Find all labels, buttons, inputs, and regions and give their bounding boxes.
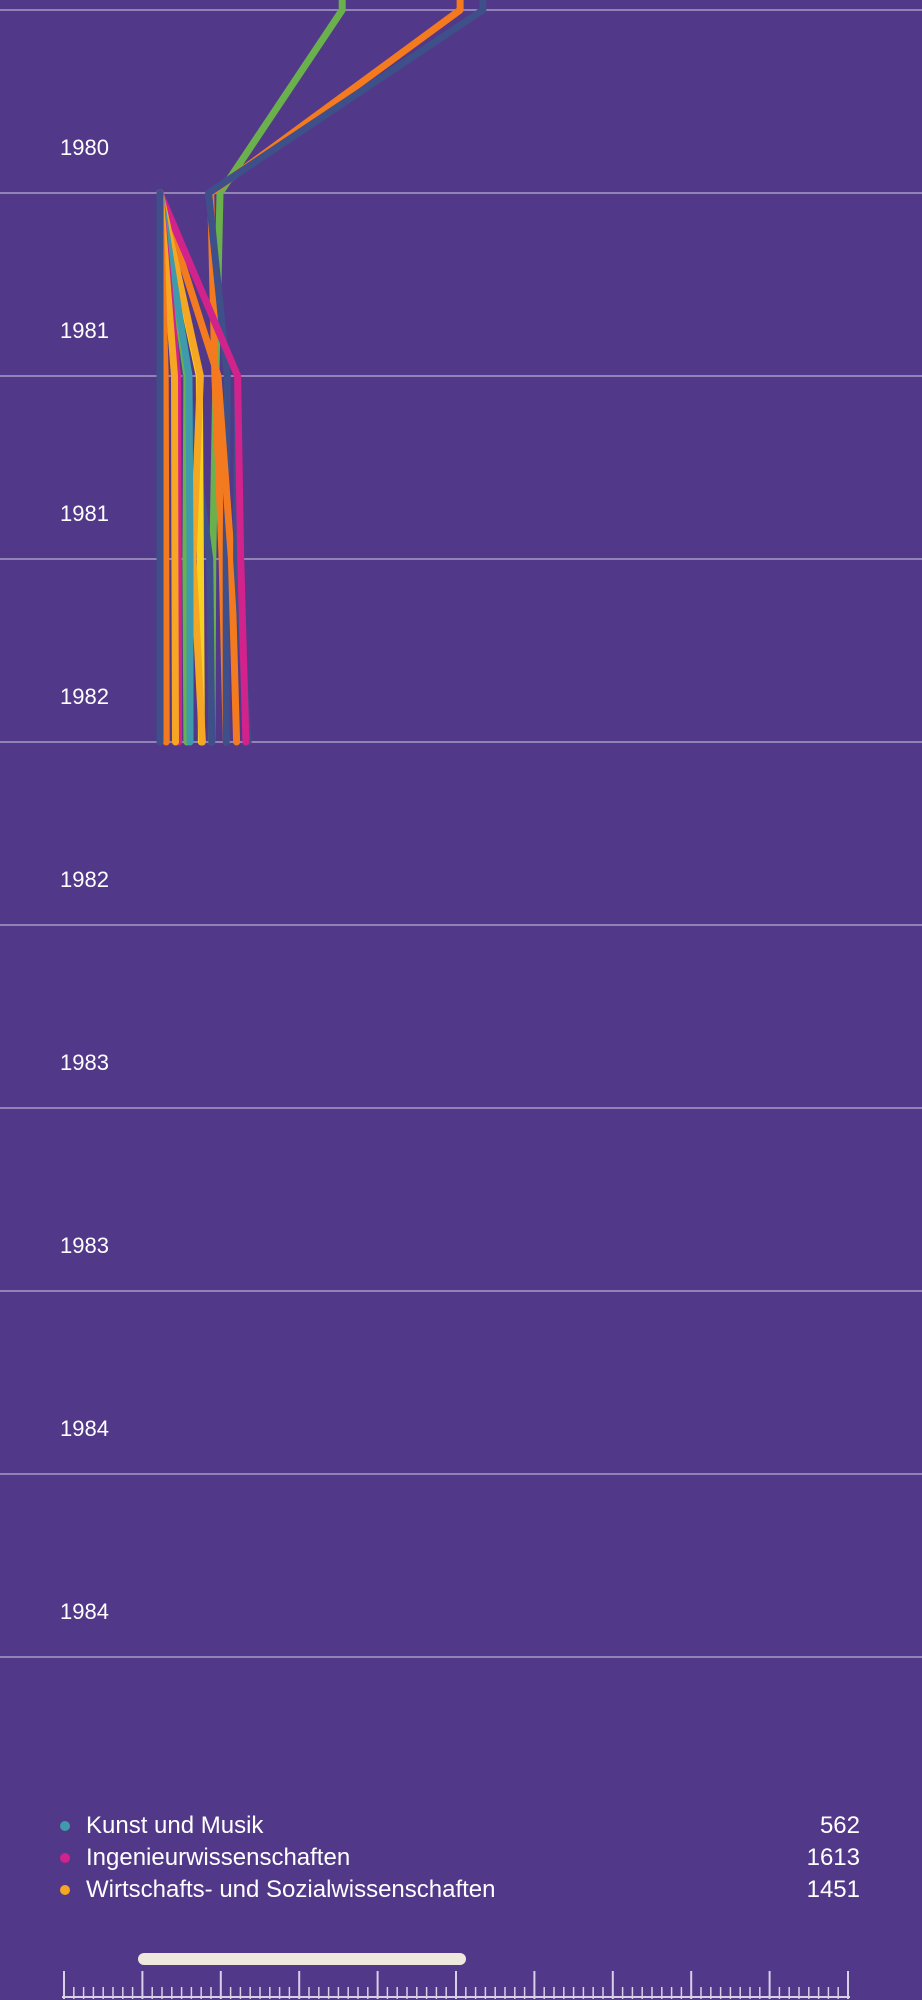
year-tick-label: 1980 (60, 135, 109, 160)
timeline-scrubber[interactable] (0, 1945, 922, 2000)
timeline-ruler (62, 1971, 850, 1999)
legend-value: 1451 (806, 1876, 860, 1903)
scrubber-handle[interactable] (138, 1953, 466, 1965)
legend-item-ingenieur[interactable]: Ingenieurwissenschaften 1613 (60, 1842, 860, 1874)
series-line-5[interactable] (156, 189, 250, 746)
series-line-10[interactable] (156, 189, 194, 746)
legend-dot-icon (60, 1885, 70, 1895)
series-line-3[interactable] (156, 189, 241, 746)
year-tick-label: 1981 (60, 318, 109, 343)
year-tick-label: 1982 (60, 684, 109, 709)
series-line-2[interactable] (205, 0, 487, 746)
legend-value: 562 (819, 1812, 860, 1839)
legend-label: Ingenieurwissenschaften (86, 1844, 351, 1871)
grid-layer (0, 9, 922, 1658)
series-line-12[interactable] (156, 189, 179, 746)
legend-dot-icon (60, 1821, 70, 1831)
legend-value: 1613 (806, 1844, 860, 1871)
series-line-8[interactable] (156, 189, 206, 746)
year-tick-label: 1984 (60, 1416, 109, 1441)
legend-label: Wirtschafts- und Sozialwissenschaften (86, 1876, 496, 1903)
series-layer (156, 0, 487, 746)
legend-item-wirtschaft[interactable]: Wirtschafts- und Sozialwissenschaften 14… (60, 1874, 860, 1906)
legend-label: Kunst und Musik (86, 1812, 264, 1839)
year-tick-label: 1983 (60, 1050, 109, 1075)
year-tick-label: 1981 (60, 501, 109, 526)
legend: Kunst und Musik 562 Ingenieurwissenschaf… (60, 1810, 860, 1906)
year-tick-label: 1984 (60, 1599, 109, 1624)
year-label-layer: 1980 1981 1981 1982 1982 1983 1983 1984 1984 (60, 135, 109, 1624)
legend-item-kunst[interactable]: Kunst und Musik 562 (60, 1810, 860, 1842)
year-tick-label: 1983 (60, 1233, 109, 1258)
year-tick-label: 1982 (60, 867, 109, 892)
chart-plot: 1980 1981 1981 1982 1982 1983 1983 1984 1984 (0, 0, 922, 1658)
legend-dot-icon (60, 1853, 70, 1863)
